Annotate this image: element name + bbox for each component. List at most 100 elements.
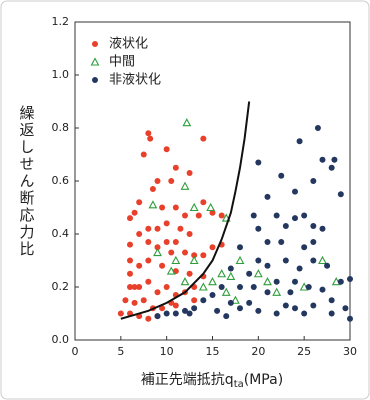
point: [273, 212, 280, 219]
y-axis-label: 繰返しせん断応力比: [18, 105, 36, 258]
point: [264, 289, 271, 296]
point: [342, 305, 349, 312]
point: [159, 262, 166, 269]
point: [292, 188, 298, 195]
point: [310, 238, 317, 245]
point: [206, 202, 216, 212]
point: [131, 209, 138, 216]
point: [209, 209, 216, 216]
point: [314, 125, 321, 131]
point: [282, 223, 289, 230]
point: [246, 270, 253, 277]
point: [140, 297, 147, 304]
point: [296, 138, 303, 145]
x-tick-label: 15: [206, 345, 220, 358]
point: [209, 244, 216, 251]
point: [246, 299, 253, 306]
point: [292, 305, 298, 312]
legend-label: 非液状化: [109, 73, 161, 88]
point: [189, 255, 199, 265]
point: [305, 284, 312, 290]
point: [182, 212, 188, 219]
point: [319, 286, 326, 293]
point: [163, 146, 170, 153]
legend-label: 中間: [109, 55, 135, 70]
point: [310, 223, 317, 230]
point: [182, 307, 188, 314]
point: [310, 178, 317, 184]
point: [166, 266, 176, 275]
point: [221, 287, 231, 296]
point: [301, 212, 308, 219]
point: [218, 212, 225, 219]
point: [328, 164, 335, 171]
point: [172, 302, 179, 309]
point: [154, 313, 161, 320]
point: [301, 244, 308, 251]
point: [337, 278, 344, 285]
point: [208, 277, 217, 286]
point: [292, 215, 298, 222]
point: [189, 202, 199, 212]
point: [131, 284, 138, 290]
point: [319, 225, 326, 232]
point: [273, 310, 280, 317]
point: [209, 291, 216, 298]
point: [324, 262, 331, 269]
point: [145, 257, 152, 264]
point: [168, 249, 175, 256]
point: [337, 191, 344, 198]
point: [127, 215, 133, 222]
y-tick-label: 1.0: [52, 68, 70, 81]
point: [186, 170, 193, 177]
point: [127, 270, 133, 277]
x-label-unit: (MPa): [244, 372, 283, 388]
point: [264, 262, 271, 269]
x-label-sub: ta: [234, 379, 244, 390]
point: [117, 310, 124, 317]
point: [200, 252, 207, 259]
y-tick-label: 0.6: [52, 174, 70, 187]
point: [153, 247, 162, 257]
point: [318, 255, 327, 265]
point: [191, 305, 198, 312]
point: [172, 164, 179, 171]
point: [278, 172, 285, 179]
x-tick-label: 30: [343, 345, 357, 358]
point: [182, 249, 188, 256]
y-tick-label: 0.8: [52, 121, 70, 134]
point: [172, 238, 179, 245]
point: [136, 199, 143, 206]
point: [145, 315, 152, 322]
point: [301, 310, 308, 317]
point: [272, 287, 282, 296]
legend-marker: [90, 57, 100, 66]
point: [226, 271, 236, 280]
point: [168, 178, 175, 184]
point: [163, 310, 170, 317]
point: [273, 278, 280, 285]
point: [282, 302, 289, 309]
point: [191, 252, 198, 259]
point: [159, 305, 166, 312]
point: [163, 238, 170, 245]
point: [287, 289, 294, 296]
point: [310, 257, 317, 264]
point: [310, 302, 317, 309]
point: [227, 265, 234, 272]
point: [250, 212, 257, 219]
x-tick-label: 20: [251, 345, 265, 358]
point: [255, 307, 262, 314]
point: [237, 284, 243, 290]
point: [163, 284, 170, 290]
x-tick-label: 10: [160, 345, 174, 358]
y-tick-label: 1.2: [52, 15, 70, 28]
x-tick-label: 25: [297, 345, 311, 358]
point: [136, 262, 143, 269]
point: [253, 269, 263, 278]
point: [177, 225, 184, 232]
point: [140, 151, 147, 158]
point: [250, 284, 257, 290]
